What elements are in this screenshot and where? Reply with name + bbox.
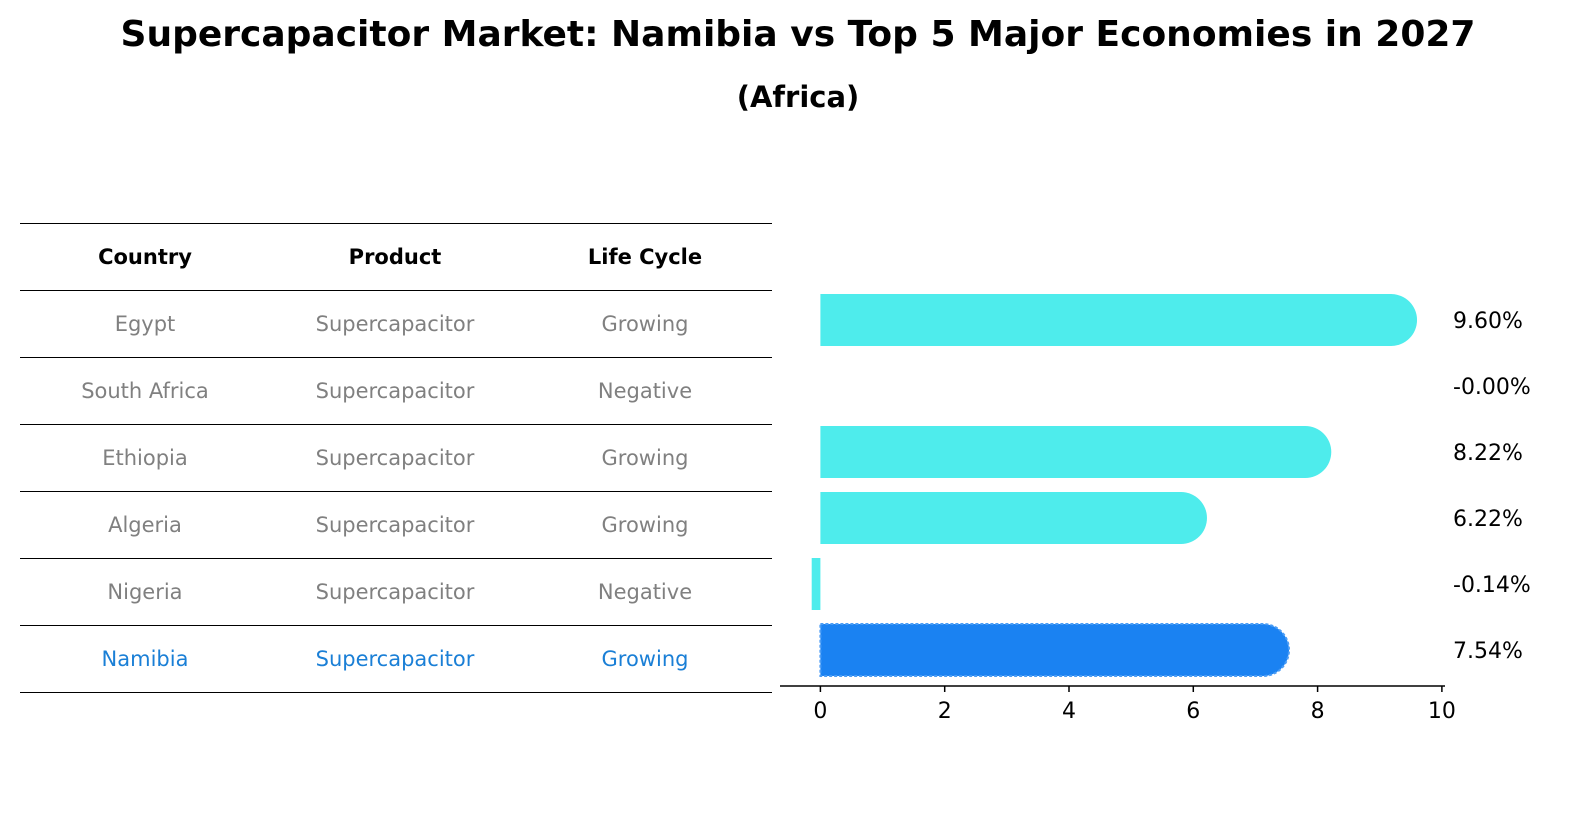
value-label: 9.60% [1453, 309, 1523, 334]
value-label: 6.22% [1453, 507, 1523, 532]
table-header-row: Country Product Life Cycle [20, 223, 772, 291]
x-tick-label: 6 [1186, 699, 1200, 724]
life-cycle-cell: Growing [601, 647, 689, 671]
country-cell: South Africa [81, 379, 209, 403]
product-cell: Supercapacitor [315, 446, 475, 470]
x-tick-label: 10 [1428, 699, 1456, 724]
value-label: 8.22% [1453, 441, 1523, 466]
product-cell: Supercapacitor [315, 379, 475, 403]
table-row: South Africa Supercapacitor Negative [20, 358, 772, 425]
x-tick-label: 4 [1062, 699, 1076, 724]
life-cycle-cell: Negative [597, 580, 693, 604]
data-table: Country Product Life Cycle Egypt Superca… [20, 223, 772, 693]
product-cell: Supercapacitor [315, 513, 475, 537]
header-country: Country [98, 245, 192, 269]
bar-nigeria [811, 558, 821, 610]
value-label: -0.00% [1453, 375, 1531, 400]
x-tick-label: 0 [813, 699, 827, 724]
x-tick-label: 8 [1311, 699, 1325, 724]
life-cycle-cell: Negative [597, 379, 693, 403]
life-cycle-cell: Growing [601, 513, 689, 537]
country-cell: Namibia [101, 647, 189, 671]
x-tick-label: 2 [938, 699, 952, 724]
country-cell: Algeria [108, 513, 182, 537]
chart-title: Supercapacitor Market: Namibia vs Top 5 … [120, 14, 1476, 55]
chart-subtitle: (Africa) [736, 80, 860, 114]
product-cell: Supercapacitor [315, 647, 475, 671]
country-cell: Nigeria [107, 580, 183, 604]
table-row-highlight: Namibia Supercapacitor Growing [20, 626, 772, 693]
header-life-cycle: Life Cycle [587, 245, 703, 269]
country-cell: Egypt [114, 312, 176, 336]
bar-chart: 9.60% -0.00% 8.22% 6.22% -0.14% 7.54% 0 2 4 6 8 10 [780, 294, 1531, 724]
country-cell: Ethiopia [102, 446, 188, 470]
bar-ethiopia [820, 426, 1332, 478]
table-row: Nigeria Supercapacitor Negative [20, 559, 772, 626]
table-row: Ethiopia Supercapacitor Growing [20, 425, 772, 492]
bar-algeria [820, 492, 1207, 544]
product-cell: Supercapacitor [315, 312, 475, 336]
product-cell: Supercapacitor [315, 580, 475, 604]
header-product: Product [348, 245, 442, 269]
life-cycle-cell: Growing [601, 446, 689, 470]
table-row: Algeria Supercapacitor Growing [20, 492, 772, 559]
table-row: Egypt Supercapacitor Growing [20, 291, 772, 358]
value-label: 7.54% [1453, 639, 1523, 664]
bar-egypt [820, 294, 1418, 346]
life-cycle-cell: Growing [601, 312, 689, 336]
value-label: -0.14% [1453, 573, 1531, 598]
bar-namibia [819, 623, 1291, 677]
